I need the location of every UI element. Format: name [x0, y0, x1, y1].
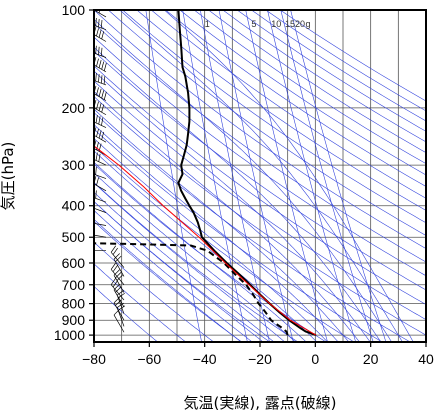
dry-adiabat-line: [94, 201, 270, 342]
dry-adiabat-line: [94, 23, 426, 263]
dry-adiabat-line: [151, 10, 426, 199]
wind-barb: [94, 190, 107, 203]
parcel-path: [94, 145, 317, 336]
moist-adiabat-line: [94, 70, 371, 342]
mixing-ratio-labels: 1 5 10 15 20 g: [205, 19, 311, 29]
moist-adiabat-line: [94, 218, 242, 342]
wind-barb: [110, 262, 125, 285]
y-tick-label: 1000: [54, 327, 85, 343]
adiabat-lines: [94, 10, 426, 342]
dry-adiabat-line: [94, 112, 411, 342]
mixing-ratio-line: [145, 10, 202, 342]
mixing-ratio-label: 10: [271, 19, 281, 29]
x-tick-label: 0: [311, 351, 319, 367]
y-tick-label: 600: [62, 255, 86, 271]
moist-adiabat-line: [94, 210, 253, 342]
mixing-ratio-line: [245, 10, 328, 342]
wind-barb: [94, 45, 107, 58]
mixing-ratio-label: 5: [251, 19, 256, 29]
wind-barb: [94, 166, 107, 179]
y-tick-label: 100: [62, 2, 86, 18]
wind-barb: [110, 277, 125, 301]
dry-adiabat-line: [94, 145, 355, 342]
moist-adiabat-line: [94, 124, 339, 342]
x-tick-label: 40: [418, 351, 434, 367]
y-tick-label: 300: [62, 157, 86, 173]
mixing-ratio-line: [200, 10, 270, 342]
mixing-ratio-label: 15: [285, 19, 295, 29]
wind-barb: [94, 73, 107, 86]
mixing-ratio-line: [290, 10, 387, 342]
y-tick-label: 700: [62, 277, 86, 293]
dry-adiabat-line: [122, 10, 426, 224]
wind-barbs: [94, 10, 125, 333]
x-axis-title: 気温(実線), 露点(破線): [184, 394, 337, 412]
moist-adiabat-line: [94, 201, 264, 342]
y-tick-label: 400: [62, 198, 86, 214]
wind-barb: [113, 253, 125, 277]
moist-adiabat-line: [94, 138, 328, 342]
dry-adiabat-line: [94, 96, 426, 336]
wind-barb: [94, 207, 107, 213]
dry-adiabat-line: [136, 10, 426, 211]
moist-adiabat-line: [94, 161, 307, 342]
moist-adiabat-line: [94, 46, 382, 342]
mixing-ratio-line: [182, 10, 248, 342]
x-tick-label: −20: [248, 351, 272, 367]
moist-adiabat-line: [119, 10, 403, 342]
moist-adiabat-line: [94, 182, 285, 342]
dry-adiabat-line: [94, 50, 426, 291]
moist-adiabat-line: [94, 108, 350, 342]
mixing-ratio-line: [267, 10, 356, 342]
dry-adiabat-line: [179, 10, 426, 176]
mixing-ratio-label: 1: [205, 19, 210, 29]
dry-adiabat-line: [94, 10, 426, 249]
x-tick-label: −80: [82, 351, 106, 367]
dewpoint-profile: [94, 242, 289, 336]
mixing-ratio-line: [280, 10, 374, 342]
dry-adiabat-line: [94, 263, 186, 342]
dry-adiabat-line: [94, 286, 158, 342]
wind-barb: [113, 309, 125, 333]
moist-adiabat-line: [94, 172, 296, 342]
dry-adiabat-line: [165, 10, 426, 187]
dry-adiabat-line: [194, 10, 426, 165]
moist-adiabat-line: [164, 10, 414, 342]
dry-adiabat-line: [94, 36, 426, 277]
x-tick-label: −60: [137, 351, 161, 367]
wind-barb: [94, 234, 107, 238]
y-tick-label: 800: [62, 296, 86, 312]
dry-adiabat-line: [94, 128, 383, 342]
wind-barb: [94, 17, 107, 31]
wind-barb: [94, 222, 107, 226]
moist-adiabat-line: [94, 18, 392, 342]
x-tick-label: 20: [363, 351, 379, 367]
mixing-ratio-lines: [145, 10, 387, 342]
sounding-profiles: [94, 10, 317, 337]
x-axis-ticks: −80 −60 −40 −20 0 20 40: [82, 342, 434, 367]
dry-adiabat-line: [94, 65, 426, 305]
isotherm-gridlines: [121, 10, 399, 342]
y-axis-title: 気圧(hPa): [0, 142, 17, 211]
y-tick-label: 900: [62, 312, 86, 328]
moist-adiabat-line: [94, 191, 275, 342]
wind-barb: [94, 250, 106, 252]
dry-adiabat-line: [94, 241, 214, 342]
moist-adiabat-line: [94, 90, 360, 342]
x-tick-label: −40: [193, 351, 217, 367]
dry-adiabat-line: [108, 10, 426, 236]
y-tick-label: 500: [62, 229, 86, 245]
wind-barb: [113, 297, 125, 321]
mixing-ratio-label: 20: [295, 19, 305, 29]
dry-adiabat-line: [208, 10, 426, 154]
dry-adiabat-line: [94, 221, 242, 342]
plot-area: [94, 10, 426, 342]
y-tick-label: 200: [62, 100, 86, 116]
mixing-ratio-unit-label: g: [305, 19, 310, 29]
